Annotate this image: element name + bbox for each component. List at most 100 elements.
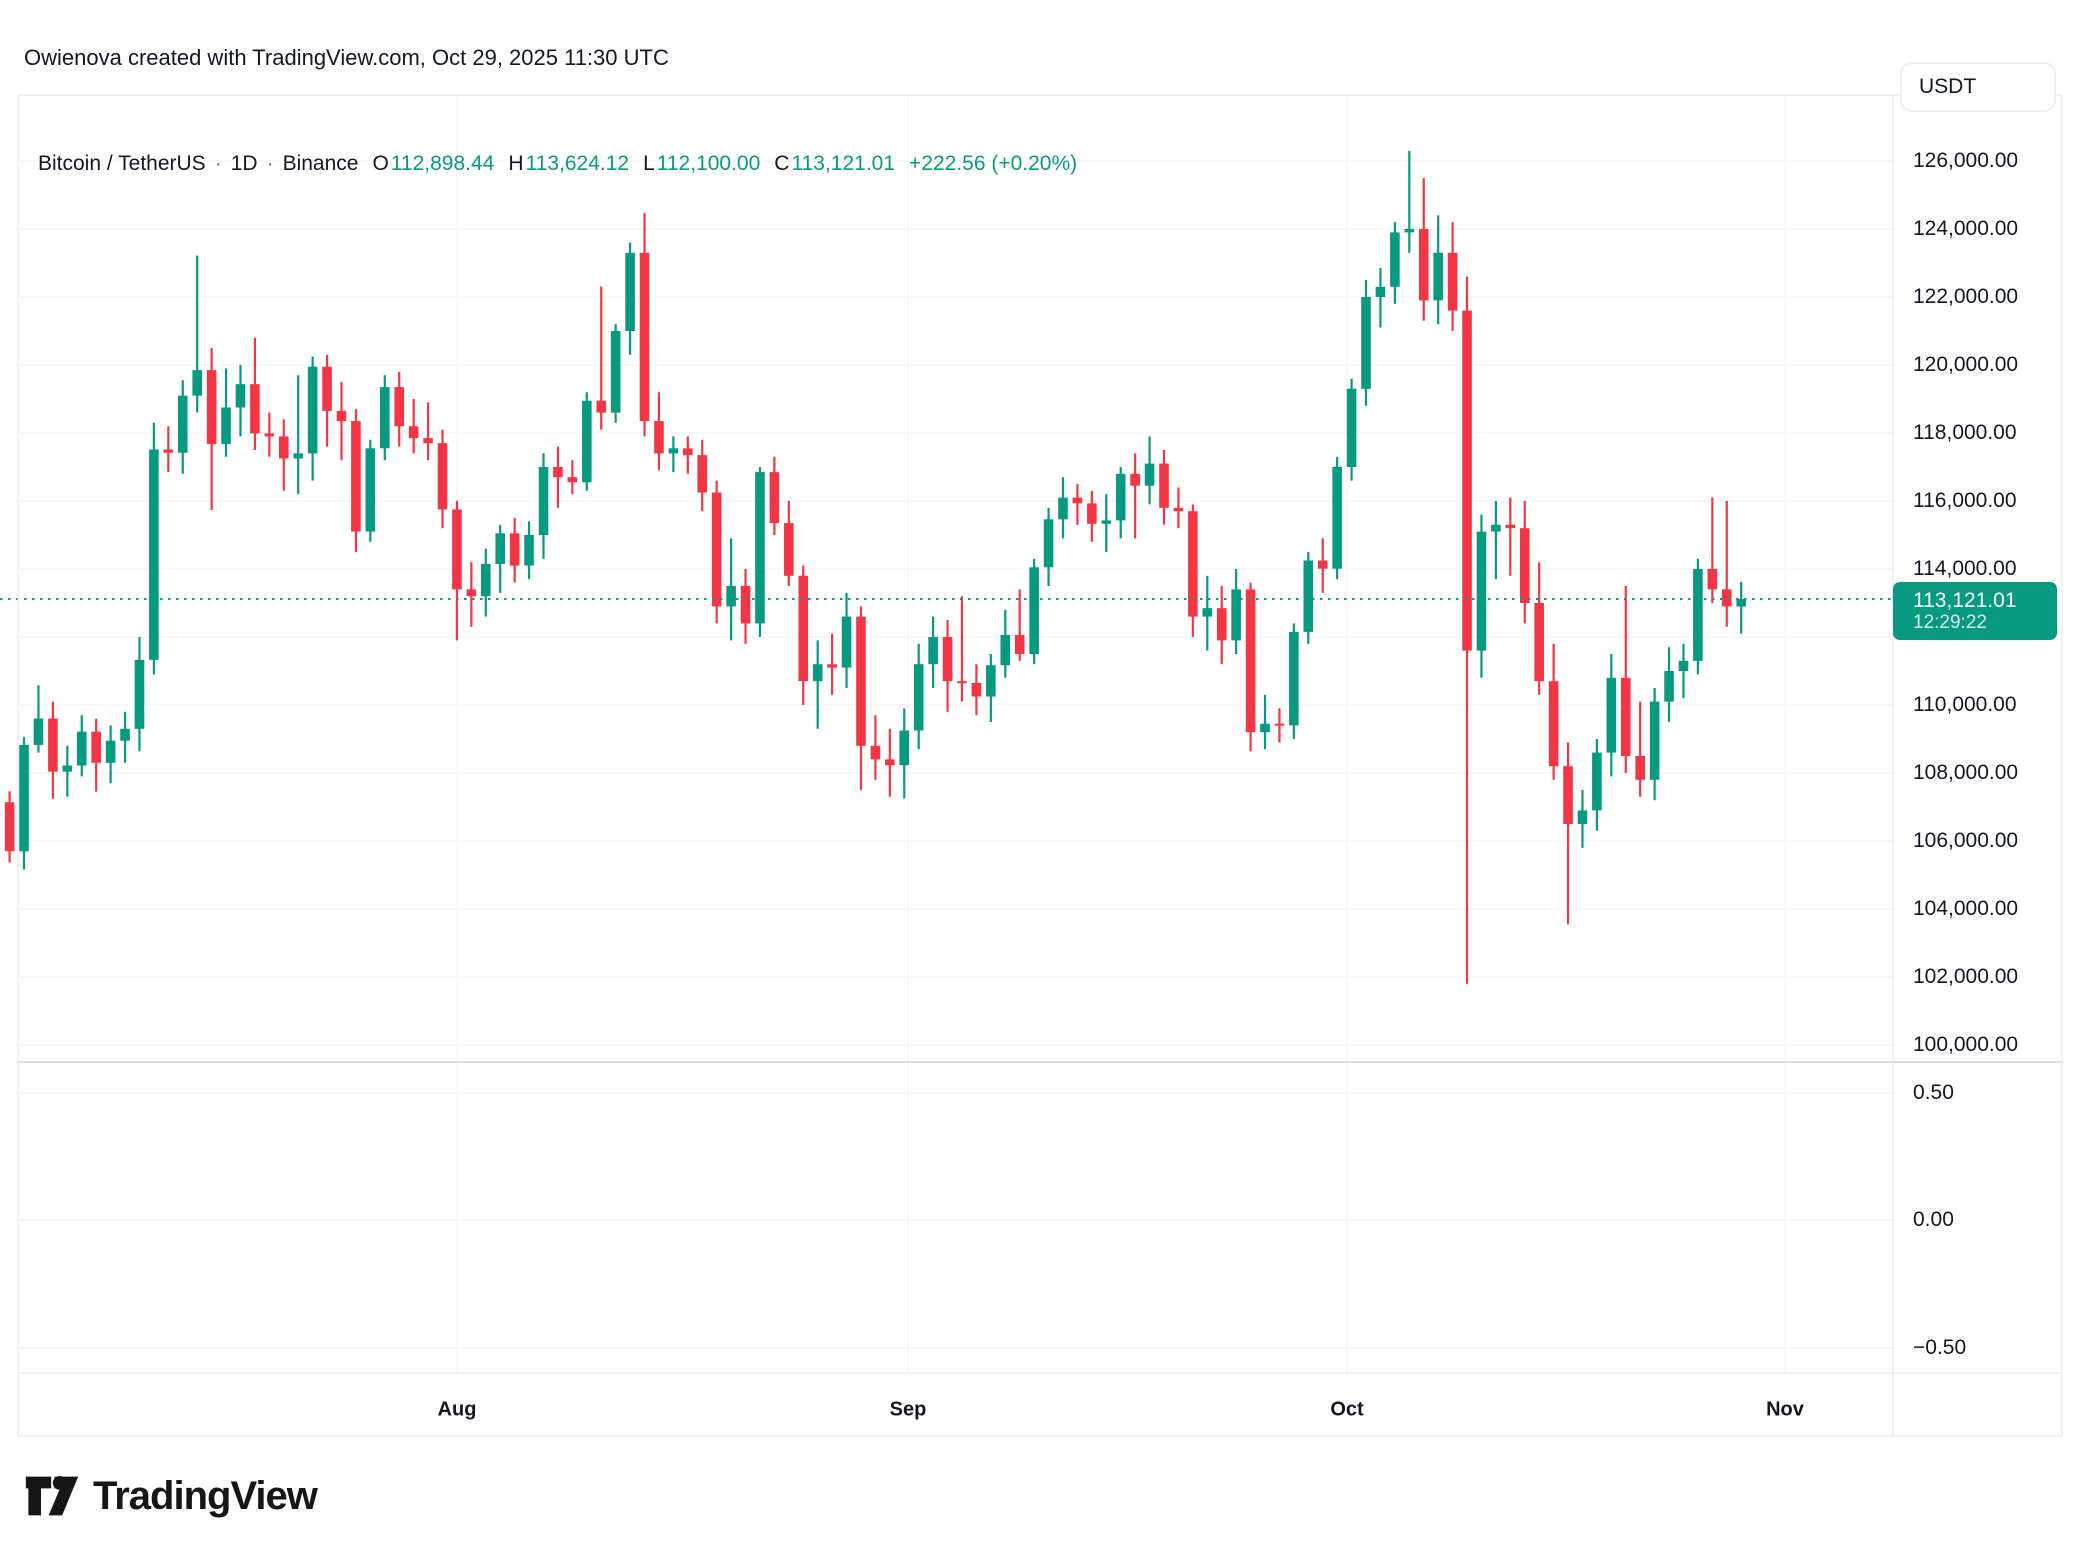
candle[interactable]: [177, 380, 188, 474]
candle[interactable]: [1649, 688, 1660, 801]
candle[interactable]: [971, 664, 982, 716]
candle[interactable]: [1245, 582, 1256, 752]
candle[interactable]: [625, 242, 635, 355]
candle[interactable]: [1707, 497, 1718, 603]
candle[interactable]: [379, 375, 390, 461]
candle[interactable]: [1159, 450, 1169, 525]
candle[interactable]: [307, 356, 318, 481]
candle[interactable]: [1317, 538, 1328, 593]
candle[interactable]: [134, 637, 145, 752]
candle[interactable]: [1620, 586, 1631, 773]
candle[interactable]: [856, 606, 866, 790]
candle[interactable]: [1361, 280, 1371, 406]
candle[interactable]: [1736, 581, 1746, 634]
candle[interactable]: [1346, 378, 1357, 481]
candle[interactable]: [19, 736, 29, 870]
candle[interactable]: [986, 654, 996, 722]
candle[interactable]: [1693, 558, 1703, 675]
candle[interactable]: [1202, 575, 1213, 651]
candle[interactable]: [4, 791, 15, 863]
candle[interactable]: [1289, 623, 1299, 739]
candle[interactable]: [1476, 514, 1487, 678]
candle[interactable]: [105, 725, 116, 784]
candle[interactable]: [336, 382, 347, 461]
candle[interactable]: [1577, 790, 1588, 848]
candle[interactable]: [408, 399, 419, 454]
candle[interactable]: [250, 337, 260, 450]
candle[interactable]: [524, 521, 534, 580]
candle[interactable]: [957, 596, 967, 702]
candle[interactable]: [206, 348, 217, 510]
candle[interactable]: [1721, 501, 1732, 627]
candle[interactable]: [1548, 643, 1559, 780]
candle[interactable]: [91, 718, 101, 792]
candle[interactable]: [1303, 552, 1314, 644]
candle[interactable]: [1505, 497, 1516, 576]
candle[interactable]: [1390, 222, 1400, 304]
candle[interactable]: [870, 715, 881, 780]
candle[interactable]: [322, 354, 332, 447]
candle[interactable]: [784, 501, 794, 586]
candle[interactable]: [1404, 150, 1415, 253]
currency-toggle-button[interactable]: USDT: [1900, 62, 2056, 112]
candle[interactable]: [192, 255, 202, 413]
candle[interactable]: [596, 286, 607, 430]
candle[interactable]: [1418, 178, 1429, 321]
candle[interactable]: [582, 392, 592, 491]
candle[interactable]: [1231, 569, 1241, 654]
candle[interactable]: [798, 565, 809, 705]
candle[interactable]: [149, 422, 159, 675]
candle[interactable]: [726, 538, 736, 641]
candle[interactable]: [827, 633, 837, 695]
candle[interactable]: [1173, 487, 1184, 529]
candle[interactable]: [1144, 436, 1155, 505]
candle[interactable]: [1664, 647, 1674, 722]
candle[interactable]: [1101, 494, 1112, 552]
candle[interactable]: [1043, 507, 1054, 586]
candle[interactable]: [885, 728, 895, 797]
candle[interactable]: [365, 439, 376, 542]
candle[interactable]: [928, 616, 938, 688]
candle[interactable]: [1188, 504, 1198, 637]
candle[interactable]: [278, 419, 289, 491]
candle[interactable]: [163, 426, 174, 473]
candle[interactable]: [942, 620, 953, 712]
candle[interactable]: [1260, 694, 1270, 750]
candle[interactable]: [1592, 739, 1602, 831]
candle[interactable]: [264, 412, 275, 457]
candle[interactable]: [1216, 586, 1227, 665]
candle[interactable]: [683, 436, 693, 474]
candle[interactable]: [610, 324, 621, 423]
candle[interactable]: [538, 453, 549, 559]
candle[interactable]: [769, 456, 780, 535]
candle[interactable]: [1332, 456, 1342, 580]
candle[interactable]: [351, 409, 361, 552]
candle[interactable]: [567, 460, 578, 495]
candle[interactable]: [120, 711, 130, 763]
candle[interactable]: [668, 436, 679, 473]
candle[interactable]: [899, 708, 910, 799]
candle[interactable]: [1678, 643, 1689, 699]
candle[interactable]: [452, 501, 462, 641]
candle[interactable]: [639, 212, 650, 437]
candle[interactable]: [654, 392, 664, 471]
candle[interactable]: [293, 375, 303, 495]
candle[interactable]: [1130, 453, 1140, 539]
candle[interactable]: [1115, 467, 1126, 539]
candle[interactable]: [423, 402, 433, 461]
candle[interactable]: [437, 429, 448, 529]
candle[interactable]: [740, 569, 751, 644]
candle[interactable]: [841, 592, 852, 688]
candle[interactable]: [33, 685, 44, 753]
candle[interactable]: [1519, 501, 1530, 624]
candle[interactable]: [48, 701, 58, 799]
candle[interactable]: [480, 548, 491, 617]
candle[interactable]: [755, 467, 765, 637]
candle[interactable]: [1433, 215, 1443, 325]
candle[interactable]: [1462, 276, 1472, 984]
candle[interactable]: [1072, 484, 1083, 525]
candle[interactable]: [1000, 609, 1011, 678]
tradingview-logo[interactable]: TradingView: [25, 1472, 318, 1520]
candle[interactable]: [1606, 654, 1617, 777]
